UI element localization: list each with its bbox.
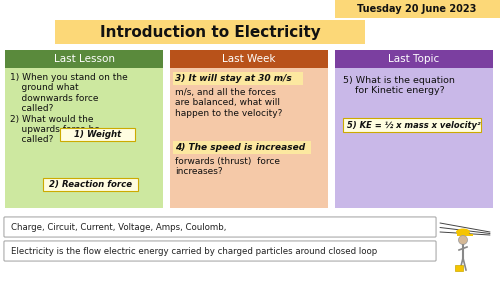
Text: Last Lesson: Last Lesson [54, 54, 114, 64]
Text: 5) KE = ½ x mass x velocity²: 5) KE = ½ x mass x velocity² [347, 121, 480, 130]
Text: forwards (thrust)  force
increases?: forwards (thrust) force increases? [175, 157, 280, 176]
Bar [60, 128, 135, 141]
Bar [170, 50, 328, 68]
FancyBboxPatch shape [4, 241, 436, 261]
Bar [43, 178, 138, 191]
Text: m/s, and all the forces
are balanced, what will
happen to the velocity?: m/s, and all the forces are balanced, wh… [175, 88, 282, 118]
Bar [335, 0, 500, 18]
Ellipse shape [456, 228, 470, 235]
Bar [335, 68, 493, 208]
Bar [5, 68, 163, 208]
Bar [55, 20, 365, 44]
FancyBboxPatch shape [4, 217, 436, 237]
Text: 1) When you stand on the
    ground what
    downwards force
    called?
2) What: 1) When you stand on the ground what dow… [10, 73, 128, 144]
Text: 1) Weight: 1) Weight [74, 130, 121, 139]
Text: Electricity is the flow electric energy carried by charged particles around clos: Electricity is the flow electric energy … [11, 246, 378, 255]
Text: Tuesday 20 June 2023: Tuesday 20 June 2023 [358, 4, 476, 14]
Text: Last Week: Last Week [222, 54, 276, 64]
Bar [5, 50, 163, 68]
Bar [170, 68, 328, 208]
Bar [343, 118, 481, 132]
Text: Last Topic: Last Topic [388, 54, 440, 64]
Text: 3) It will stay at 30 m/s: 3) It will stay at 30 m/s [175, 74, 292, 83]
Bar [335, 50, 493, 68]
Text: 2) Reaction force: 2) Reaction force [49, 180, 132, 189]
Bar [457, 234, 473, 236]
Bar [173, 72, 303, 85]
Text: Introduction to Electricity: Introduction to Electricity [100, 24, 320, 40]
Text: Charge, Circuit, Current, Voltage, Amps, Coulomb,: Charge, Circuit, Current, Voltage, Amps,… [11, 223, 226, 232]
Text: 4) The speed is increased: 4) The speed is increased [175, 143, 305, 152]
Text: 5) What is the equation
    for Kinetic energy?: 5) What is the equation for Kinetic ener… [343, 76, 455, 96]
Bar [173, 141, 311, 154]
Bar [455, 265, 463, 271]
Ellipse shape [458, 235, 468, 244]
